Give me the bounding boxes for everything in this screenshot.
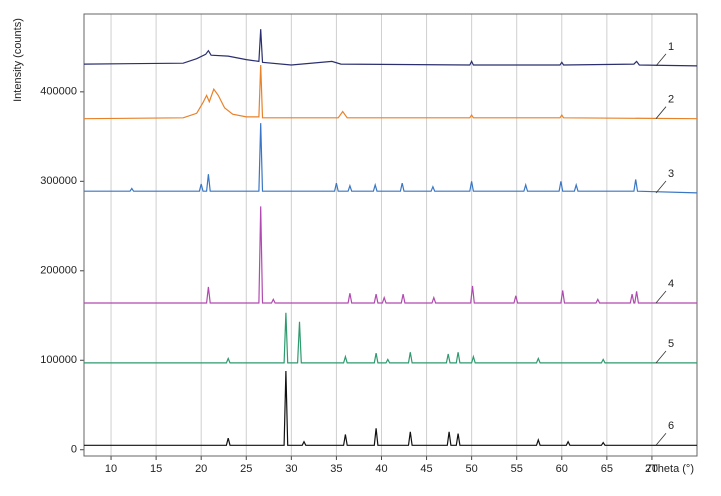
x-tick-label: 55 [511,463,523,475]
x-tick-label: 45 [420,463,432,475]
label-leader [655,433,667,446]
series-line [83,64,698,120]
series-label: 4 [668,278,674,290]
series-line [84,312,697,364]
series-line [83,29,698,67]
y-tick-label: 400000 [40,86,77,98]
series-label: 5 [668,338,674,350]
label-leader [655,106,667,119]
y-tick-label: 0 [71,444,77,456]
x-tick-label: 30 [285,463,297,475]
label-leader [655,350,667,364]
series-label: 3 [668,168,674,180]
plot-frame [83,13,698,457]
y-tick-label: 100000 [40,354,77,366]
series-line [84,123,698,194]
label-leader [655,180,667,194]
x-tick-label: 60 [556,463,568,475]
x-tick-label: 70 [646,463,658,475]
x-tick-label: 40 [375,463,387,475]
x-tick-label: 35 [330,463,342,475]
x-tick-label: 15 [150,463,162,475]
x-tick-label: 50 [466,463,478,475]
y-axis-label: Intensity (counts) [12,18,24,102]
x-axis-label: 2Theta (°) [645,463,694,475]
y-tick-label: 200000 [40,265,77,277]
x-tick-label: 65 [601,463,613,475]
y-tick-label: 300000 [40,175,77,187]
x-tick-label: 25 [240,463,252,475]
x-tick-label: 20 [195,463,207,475]
label-leader [655,53,667,67]
series-label: 6 [668,420,674,432]
series-label: 1 [668,41,674,53]
label-leader [655,290,667,304]
series-label: 2 [668,94,674,106]
series-line [84,206,697,304]
series-line [84,370,697,446]
x-tick-label: 10 [105,463,117,475]
